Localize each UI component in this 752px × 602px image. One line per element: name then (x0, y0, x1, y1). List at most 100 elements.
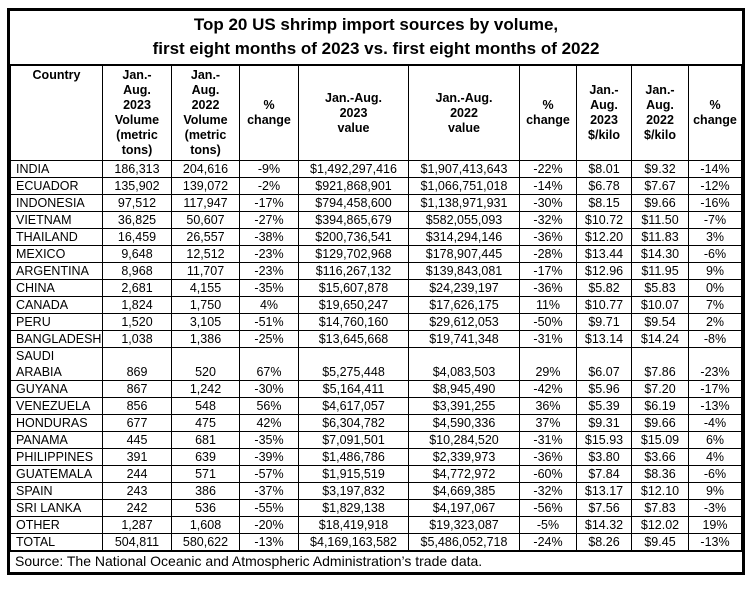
value-cell: $19,741,348 (408, 330, 520, 348)
value-cell: 9,648 (102, 245, 172, 263)
table-row: SRI LANKA 242 536 -55% $1,829,138 $4,197,067-… (10, 499, 742, 517)
value-cell: $12.20 (576, 228, 632, 246)
value-cell: 36% (519, 397, 577, 415)
value-cell: 1,242 (171, 380, 240, 398)
value-cell: 1,287 (102, 516, 172, 534)
value-cell: -23% (239, 262, 299, 280)
value-cell: -20% (239, 516, 299, 534)
value-cell: $24,239,197 (408, 279, 520, 297)
value-cell: -32% (519, 211, 577, 229)
table-row: INDIA 186,313 204,616 -9% $1,492,297,416 $1,9… (10, 160, 742, 178)
table-header-row: Country Jan.- Aug. 2023 Volume (metric to… (10, 65, 742, 161)
value-cell: 36,825 (102, 211, 172, 229)
value-cell: -2% (239, 177, 299, 195)
value-cell: $5.96 (576, 380, 632, 398)
value-cell: $3,197,832 (298, 482, 409, 500)
value-cell: $1,138,971,931 (408, 194, 520, 212)
table-row: VENEZUELA 856 548 56% $4,617,057 $3,391,255 36… (10, 397, 742, 415)
value-cell: $394,865,679 (298, 211, 409, 229)
column-header: Jan.- Aug. 2022 Volume (metric tons) (171, 65, 240, 161)
value-cell: 8,968 (102, 262, 172, 280)
value-cell: $8.26 (576, 533, 632, 551)
value-cell: -13% (688, 533, 742, 551)
value-cell: -38% (239, 228, 299, 246)
table-row: THAILAND 16,459 26,557 -38% $200,736,541 $314… (10, 228, 742, 246)
value-cell: $14.32 (576, 516, 632, 534)
value-cell: 29% (519, 347, 577, 381)
country-cell: CANADA (10, 296, 103, 314)
table-row: MEXICO 9,648 12,512 -23% $129,702,968 $178,90… (10, 245, 742, 263)
value-cell: -51% (239, 313, 299, 331)
value-cell: $14,760,160 (298, 313, 409, 331)
value-cell: 4% (239, 296, 299, 314)
value-cell: $4,197,067 (408, 499, 520, 517)
value-cell: 37% (519, 414, 577, 432)
value-cell: 11% (519, 296, 577, 314)
value-cell: $9.54 (631, 313, 689, 331)
value-cell: 19% (688, 516, 742, 534)
value-cell: $13.14 (576, 330, 632, 348)
value-cell: $7.84 (576, 465, 632, 483)
value-cell: 1,608 (171, 516, 240, 534)
value-cell: $5.83 (631, 279, 689, 297)
value-cell: 97,512 (102, 194, 172, 212)
value-cell: -22% (519, 160, 577, 178)
value-cell: $314,294,146 (408, 228, 520, 246)
value-cell: $6.07 (576, 347, 632, 381)
value-cell: -30% (239, 380, 299, 398)
value-cell: $9.45 (631, 533, 689, 551)
country-cell: PHILIPPINES (10, 448, 103, 466)
value-cell: $2,339,973 (408, 448, 520, 466)
value-cell: 536 (171, 499, 240, 517)
value-cell: -12% (688, 177, 742, 195)
value-cell: 135,902 (102, 177, 172, 195)
value-cell: 204,616 (171, 160, 240, 178)
table-row: SAUDI ARABIA 869 520 67% $5,275,448 $4,083,50… (10, 347, 742, 381)
value-cell: $10.72 (576, 211, 632, 229)
value-cell: 3% (688, 228, 742, 246)
value-cell: -32% (519, 482, 577, 500)
value-cell: -4% (688, 414, 742, 432)
table-body: INDIA 186,313 204,616 -9% $1,492,297,416 $1,9… (10, 160, 742, 551)
value-cell: $15.93 (576, 431, 632, 449)
value-cell: $4,772,972 (408, 465, 520, 483)
column-header: Country (10, 65, 103, 161)
value-cell: 386 (171, 482, 240, 500)
value-cell: $5,164,411 (298, 380, 409, 398)
value-cell: 1,750 (171, 296, 240, 314)
column-header: Jan.- Aug. 2023 Volume (metric tons) (102, 65, 172, 161)
value-cell: 504,811 (102, 533, 172, 551)
value-cell: 6% (688, 431, 742, 449)
country-cell: THAILAND (10, 228, 103, 246)
value-cell: $9.66 (631, 414, 689, 432)
value-cell: 50,607 (171, 211, 240, 229)
value-cell: $17,626,175 (408, 296, 520, 314)
value-cell: $6.78 (576, 177, 632, 195)
value-cell: $4,617,057 (298, 397, 409, 415)
value-cell: $11.50 (631, 211, 689, 229)
value-cell: 56% (239, 397, 299, 415)
value-cell: -36% (519, 228, 577, 246)
value-cell: $29,612,053 (408, 313, 520, 331)
value-cell: -55% (239, 499, 299, 517)
value-cell: $14.24 (631, 330, 689, 348)
table-title: Top 20 US shrimp import sources by volum… (10, 11, 742, 65)
value-cell: $11.83 (631, 228, 689, 246)
value-cell: -7% (688, 211, 742, 229)
country-cell: SRI LANKA (10, 499, 103, 517)
value-cell: $7.83 (631, 499, 689, 517)
value-cell: $1,907,413,643 (408, 160, 520, 178)
value-cell: $7.67 (631, 177, 689, 195)
table-row: ARGENTINA 8,968 11,707 -23% $116,267,132 $139… (10, 262, 742, 280)
country-cell: GUATEMALA (10, 465, 103, 483)
value-cell: $12.96 (576, 262, 632, 280)
country-cell: HONDURAS (10, 414, 103, 432)
country-cell: OTHER (10, 516, 103, 534)
column-header: Jan.-Aug. 2022 value (408, 65, 520, 161)
country-cell: SAUDI ARABIA (10, 347, 103, 381)
value-cell: $4,083,503 (408, 347, 520, 381)
value-cell: 9% (688, 482, 742, 500)
value-cell: -37% (239, 482, 299, 500)
value-cell: 869 (102, 347, 172, 381)
